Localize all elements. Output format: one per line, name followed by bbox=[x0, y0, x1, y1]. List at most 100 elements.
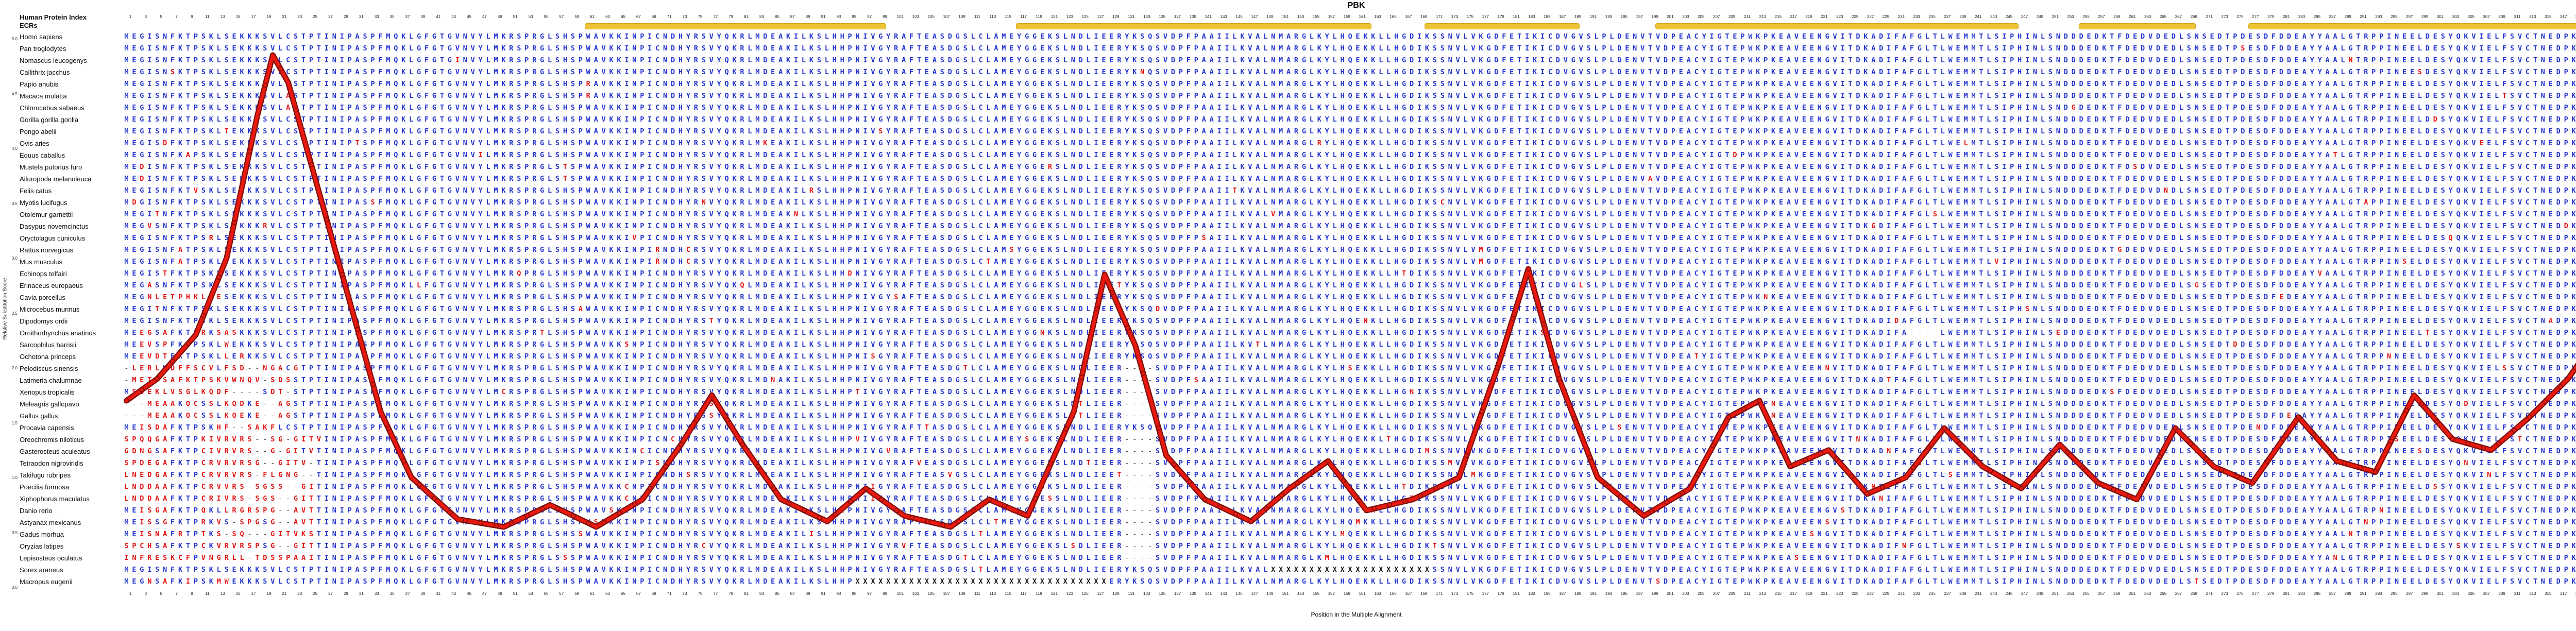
y-axis-tick: 4.5 bbox=[11, 91, 18, 96]
human-index-ruler: Human Protein Index 1 3 5 7 9 11 13 15 17 19 21 23 2… bbox=[0, 13, 2576, 21]
ecr-block bbox=[1424, 23, 1580, 29]
y-axis-tick: 4.0 bbox=[11, 146, 18, 151]
species-name: Sarcophilus harrisii bbox=[20, 341, 76, 349]
y-axis-tick: 0.0 bbox=[11, 585, 18, 590]
ecr-block bbox=[1016, 23, 1371, 29]
species-name: Ailuropoda melanoleuca bbox=[20, 175, 92, 183]
species-name: Meleagris gallopavo bbox=[20, 400, 79, 408]
species-name: Nomascus leucogenys bbox=[20, 57, 87, 64]
alignment-row: Myotis lucifugus M D G I S N F K T P S K L S E K K K S V L C S T… bbox=[0, 197, 2576, 209]
y-axis-tick: 0.5 bbox=[11, 530, 18, 535]
species-name: Dipodomys ordii bbox=[20, 317, 68, 325]
y-axis-tick: 2.5 bbox=[11, 311, 18, 316]
alignment-row: Sarcophilus harrisii M E E V S P F K T P S K L W E K K K S V… bbox=[0, 339, 2576, 351]
species-name: Pelodiscus sinensis bbox=[20, 365, 78, 372]
species-name: Ornithorhynchus anatinus bbox=[20, 329, 96, 337]
species-name: Rattus norvegicus bbox=[20, 246, 74, 254]
species-name: Mustela putorius furo bbox=[20, 163, 82, 171]
species-name: Erinaceus europaeus bbox=[20, 282, 83, 289]
species-name: Otolemur garnettii bbox=[20, 211, 73, 218]
species-name: Poecilia formosa bbox=[20, 483, 70, 491]
species-name: Ochotona princeps bbox=[20, 353, 76, 361]
ecrs-label: ECRs bbox=[20, 22, 38, 29]
species-name: Procavia capensis bbox=[20, 424, 74, 432]
alignment-row: Astyanax mexicanus M E I S S G F K T P R K V S - S P G S G - -… bbox=[0, 517, 2576, 528]
alignment-row: Macropus eugenii M E G N S A F K I P S K M W E K K K S V L C S T… bbox=[0, 576, 2576, 588]
alignment-row: Gadus morhua M E I S N A F R T P T K S - S Q - - - G I T V K S T I N… bbox=[0, 528, 2576, 540]
alignment-row: Danio rerio M E I S G A F K T P Q K L L R G R S P G - - A V T T I N I… bbox=[0, 505, 2576, 517]
alignment-row: Echinops telfairi M E G I S T F K T P S K L S E K K K S V L C S… bbox=[0, 268, 2576, 280]
species-name: Equus caballus bbox=[20, 151, 65, 159]
species-name: Microcebus murinus bbox=[20, 305, 80, 313]
alignment-row: Microcebus murinus M E G I T N F K T P S K L S E K K K S V L C… bbox=[0, 303, 2576, 315]
alignment-row: Ochotona princeps M E E V D T F K T P S K L L E R K K S V L C S… bbox=[0, 351, 2576, 363]
alignment-row: Gallus gallus - - - M E A A K Q C S S L K Q E K E - - A G S T P T I… bbox=[0, 410, 2576, 422]
page-title: PBK bbox=[1347, 1, 1365, 10]
species-name: Danio rerio bbox=[20, 507, 53, 515]
alignment-row: Erinaceus europaeus M E G A S N F K T P S K L S E K K K S V L… bbox=[0, 280, 2576, 292]
species-name: Xiphophorus maculatus bbox=[20, 495, 90, 503]
species-name: Takifugu rubripes bbox=[20, 471, 71, 479]
alignment-row: Chlorocebus sabaeus M E G I S N F K T P S K L S E K K K S V L… bbox=[0, 102, 2576, 114]
species-name: Cavia porcellus bbox=[20, 294, 65, 301]
species-name: Tetraodon nigroviridis bbox=[20, 459, 83, 467]
species-name: Oreochromis niloticus bbox=[20, 436, 84, 444]
alignment-rows: Homo sapiens M E G I S N F K T P S K L S E K K K S V L C S T P T I N… bbox=[0, 31, 2576, 588]
alignment-row: Gasterosteus aculeatus G D N G S A F K T P C I V R V R S -… bbox=[0, 446, 2576, 457]
alignment-row: Cavia porcellus M E G N L E T P H K L S E S E K K K S V L C S T P… bbox=[0, 292, 2576, 303]
ecr-block bbox=[2248, 23, 2576, 29]
alignment-row: Macaca mulatta M E G I S N F K T P S K L S E K K K S V L A S T P T… bbox=[0, 90, 2576, 102]
species-name: Gallus gallus bbox=[20, 412, 58, 420]
alignment-row: Lepisosteus oculatus I N F R E S K C F P V N G R L L - T D S… bbox=[0, 552, 2576, 564]
human-index-label: Human Protein Index bbox=[20, 13, 87, 21]
alignment-row: Oryzias latipes S P C H S A F K T P C K V R V R S P S G - - G I T… bbox=[0, 540, 2576, 552]
y-axis-tick: 1.5 bbox=[11, 420, 18, 425]
alignment-row: Homo sapiens M E G I S N F K T P S K L S E K K K S V L C S T P T I N… bbox=[0, 31, 2576, 43]
alignment-row: Callithrix jacchus M E G I S N S K T P S K L S E K K K S V L C… bbox=[0, 66, 2576, 78]
species-name: Felis catus bbox=[20, 187, 52, 195]
alignment-row: Latimeria chalumnae - M E T T S A F K T P S K V W N Q V - S D… bbox=[0, 374, 2576, 386]
species-name: Myotis lucifugus bbox=[20, 199, 67, 207]
alignment-row: Tetraodon nigroviridis S P D E G A F K T P C R V R V R S G… bbox=[0, 457, 2576, 469]
y-axis-tick: 3.5 bbox=[11, 201, 18, 206]
species-name: Chlorocebus sabaeus bbox=[20, 104, 84, 112]
alignment-row: Ailuropoda melanoleuca M E D I S N F K T P S K L S E K K K… bbox=[0, 173, 2576, 185]
alignment-row: Mustela putorius furo M E D I S N F K T P S K L S E K K K S… bbox=[0, 161, 2576, 173]
alignment-row: Ornithorhynchus anatinus M E E G S A F K T P R K S A S K… bbox=[0, 327, 2576, 339]
species-name: Dasypus novemcinctus bbox=[20, 223, 89, 230]
species-name: Pongo abelii bbox=[20, 128, 57, 135]
species-name: Mus musculus bbox=[20, 258, 63, 266]
